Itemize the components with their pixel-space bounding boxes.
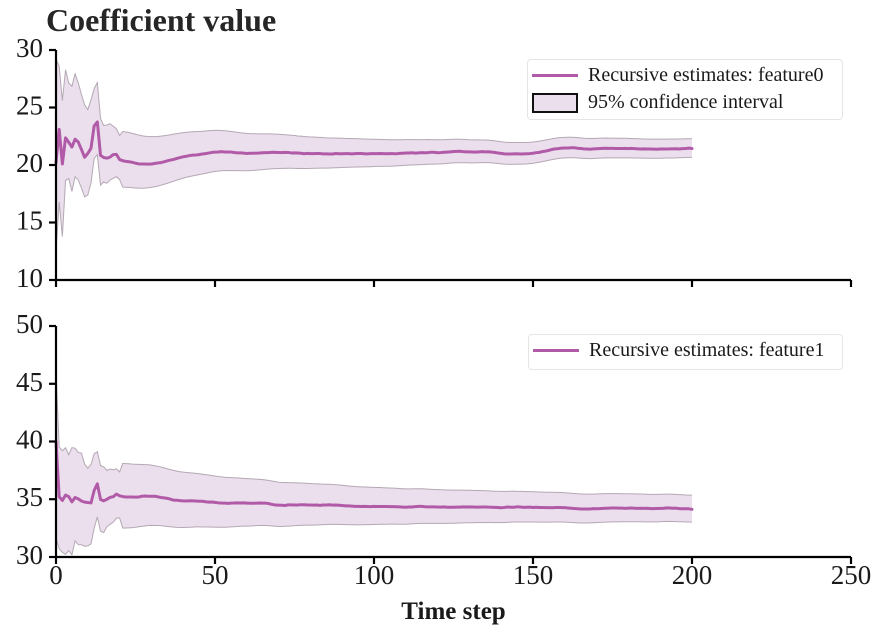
svg-text:50: 50 xyxy=(202,560,229,590)
svg-text:35: 35 xyxy=(16,482,43,512)
svg-text:25: 25 xyxy=(16,91,43,121)
svg-text:30: 30 xyxy=(16,540,43,570)
svg-text:50: 50 xyxy=(16,309,43,339)
svg-text:10: 10 xyxy=(16,263,43,293)
svg-text:30: 30 xyxy=(16,33,43,63)
svg-text:20: 20 xyxy=(16,148,43,178)
svg-text:250: 250 xyxy=(831,560,872,590)
svg-text:45: 45 xyxy=(16,367,43,397)
svg-text:40: 40 xyxy=(16,425,43,455)
svg-text:15: 15 xyxy=(16,206,43,236)
svg-text:200: 200 xyxy=(672,560,713,590)
svg-text:150: 150 xyxy=(513,560,554,590)
svg-text:100: 100 xyxy=(354,560,395,590)
svg-text:0: 0 xyxy=(49,560,63,590)
